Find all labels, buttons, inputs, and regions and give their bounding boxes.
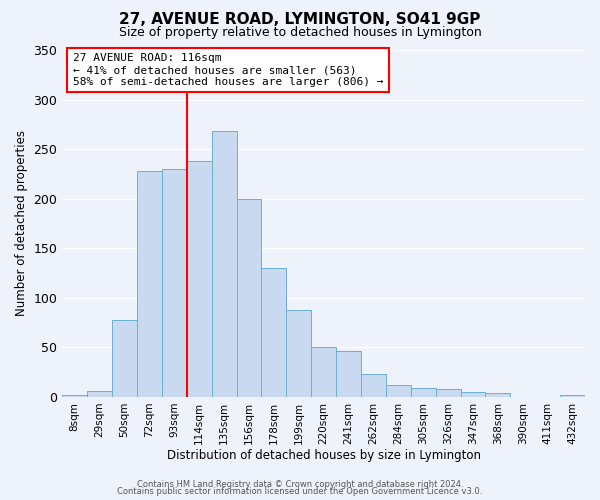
Bar xyxy=(262,268,286,397)
Bar xyxy=(236,198,262,397)
Text: Contains public sector information licensed under the Open Government Licence v3: Contains public sector information licen… xyxy=(118,487,482,496)
Bar xyxy=(411,388,436,397)
Bar xyxy=(485,393,511,397)
Bar xyxy=(336,352,361,397)
Bar xyxy=(162,169,187,397)
Bar xyxy=(87,391,112,397)
Bar xyxy=(361,374,386,397)
X-axis label: Distribution of detached houses by size in Lymington: Distribution of detached houses by size … xyxy=(167,450,481,462)
Bar xyxy=(286,310,311,397)
Bar xyxy=(187,161,212,397)
Bar xyxy=(137,171,162,397)
Y-axis label: Number of detached properties: Number of detached properties xyxy=(15,130,28,316)
Bar xyxy=(62,395,87,397)
Text: Contains HM Land Registry data © Crown copyright and database right 2024.: Contains HM Land Registry data © Crown c… xyxy=(137,480,463,489)
Text: 27 AVENUE ROAD: 116sqm
← 41% of detached houses are smaller (563)
58% of semi-de: 27 AVENUE ROAD: 116sqm ← 41% of detached… xyxy=(73,54,383,86)
Bar xyxy=(112,320,137,397)
Text: Size of property relative to detached houses in Lymington: Size of property relative to detached ho… xyxy=(119,26,481,39)
Bar xyxy=(386,385,411,397)
Bar xyxy=(461,392,485,397)
Bar xyxy=(436,389,461,397)
Bar xyxy=(560,395,585,397)
Text: 27, AVENUE ROAD, LYMINGTON, SO41 9GP: 27, AVENUE ROAD, LYMINGTON, SO41 9GP xyxy=(119,12,481,28)
Bar xyxy=(212,132,236,397)
Bar xyxy=(311,348,336,397)
